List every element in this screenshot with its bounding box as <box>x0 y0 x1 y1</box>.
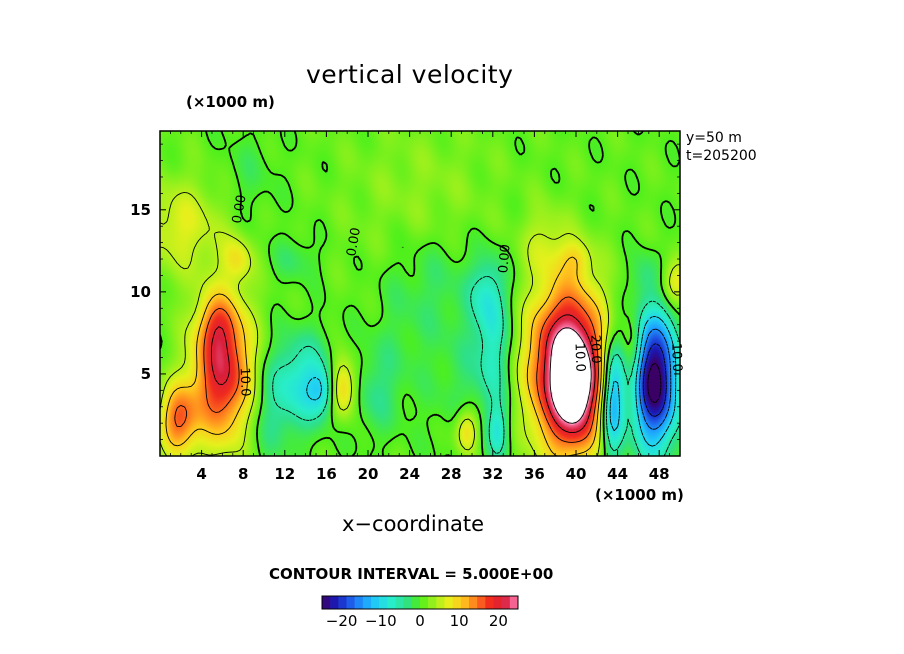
colorbar-label: −20 <box>326 612 358 630</box>
colorbar-label: 10 <box>450 612 469 630</box>
colorbar-swatch <box>387 596 396 609</box>
colorbar-swatch <box>501 596 511 609</box>
colorbar-swatch <box>371 596 380 609</box>
x-axis-ticks: 4 8 12 16 20 24 28 32 36 40 44 48 <box>169 131 670 483</box>
colorbar: −20 −10 0 10 20 <box>321 595 519 630</box>
x-tick-label: 4 <box>196 465 206 483</box>
colorbar-swatch <box>330 596 339 609</box>
x-tick-label: 40 <box>566 465 587 483</box>
x-tick-label: 32 <box>482 465 503 483</box>
colorbar-swatch <box>436 596 445 609</box>
colorbar-swatch <box>469 596 478 609</box>
x-tick-label: 44 <box>607 465 628 483</box>
contour-level-neg5 <box>272 276 680 456</box>
contour-level-15 <box>174 296 599 443</box>
x-axis-unit: (×1000 m) <box>595 486 684 504</box>
contour-label: 10.0 <box>571 343 587 372</box>
chart-title: vertical velocity <box>306 60 514 89</box>
contour-label: 20.0 <box>587 334 603 363</box>
contour-lines <box>160 131 680 456</box>
colorbar-swatch <box>420 596 429 609</box>
x-tick-label: 48 <box>649 465 670 483</box>
colorbar-swatch <box>485 596 494 609</box>
colorbar-swatch <box>354 596 364 609</box>
contour-label: 10.0 <box>668 343 684 372</box>
contour-label: 0.00 <box>344 226 364 257</box>
colorbar-swatch <box>395 596 404 609</box>
colorbar-label: 20 <box>489 612 508 630</box>
colorbar-swatch <box>493 596 502 609</box>
y-tick-label: 5 <box>141 365 151 383</box>
contour-interval-text: CONTOUR INTERVAL = 5.000E+00 <box>269 565 554 583</box>
colorbar-swatch <box>452 596 462 609</box>
contour-level-neg25 <box>647 362 662 403</box>
colorbar-swatch <box>509 596 519 609</box>
x-tick-label: 12 <box>274 465 295 483</box>
contour-level-10 <box>165 256 602 456</box>
colorbar-swatch <box>362 596 372 609</box>
y-position-annotation: y=50 m <box>686 130 742 146</box>
contour-label: 0.00 <box>230 194 250 225</box>
x-tick-label: 28 <box>441 465 462 483</box>
x-axis-label: x−coordinate <box>342 512 485 536</box>
colorbar-swatch <box>379 596 388 609</box>
y-axis-ticks: 5 10 15 <box>130 143 680 440</box>
contour-label: 0.00 <box>496 244 513 274</box>
contour-level-neg20 <box>642 343 667 417</box>
contour-label: 10.0 <box>237 367 253 396</box>
x-tick-label: 36 <box>524 465 545 483</box>
contour-level-25 <box>549 327 592 424</box>
colorbar-frame <box>321 595 519 610</box>
x-tick-label: 20 <box>358 465 379 483</box>
x-tick-label: 24 <box>399 465 420 483</box>
y-axis-unit: (×1000 m) <box>186 93 275 111</box>
y-tick-label: 15 <box>130 201 151 219</box>
x-tick-label: 8 <box>238 465 248 483</box>
colorbar-label: 0 <box>415 612 425 630</box>
colorbar-swatch <box>322 596 331 609</box>
contour-level-5 <box>160 192 680 456</box>
y-tick-label: 10 <box>130 283 151 301</box>
colorbar-swatch <box>403 596 413 609</box>
colorbar-swatch <box>346 596 355 609</box>
heatmap-field <box>160 131 680 456</box>
contour-level-neg15 <box>639 328 672 430</box>
colorbar-swatch <box>444 596 453 609</box>
colorbar-label: −10 <box>365 612 397 630</box>
contour-level-20 <box>210 314 596 434</box>
colorbar-swatch <box>477 596 486 609</box>
colorbar-swatch <box>411 596 421 609</box>
time-annotation: t=205200 <box>686 148 757 164</box>
contour-level-neg10 <box>306 316 677 447</box>
colorbar-swatch <box>460 596 470 609</box>
colorbar-swatch <box>428 596 437 609</box>
colorbar-swatch <box>338 596 347 609</box>
x-tick-label: 16 <box>316 465 337 483</box>
